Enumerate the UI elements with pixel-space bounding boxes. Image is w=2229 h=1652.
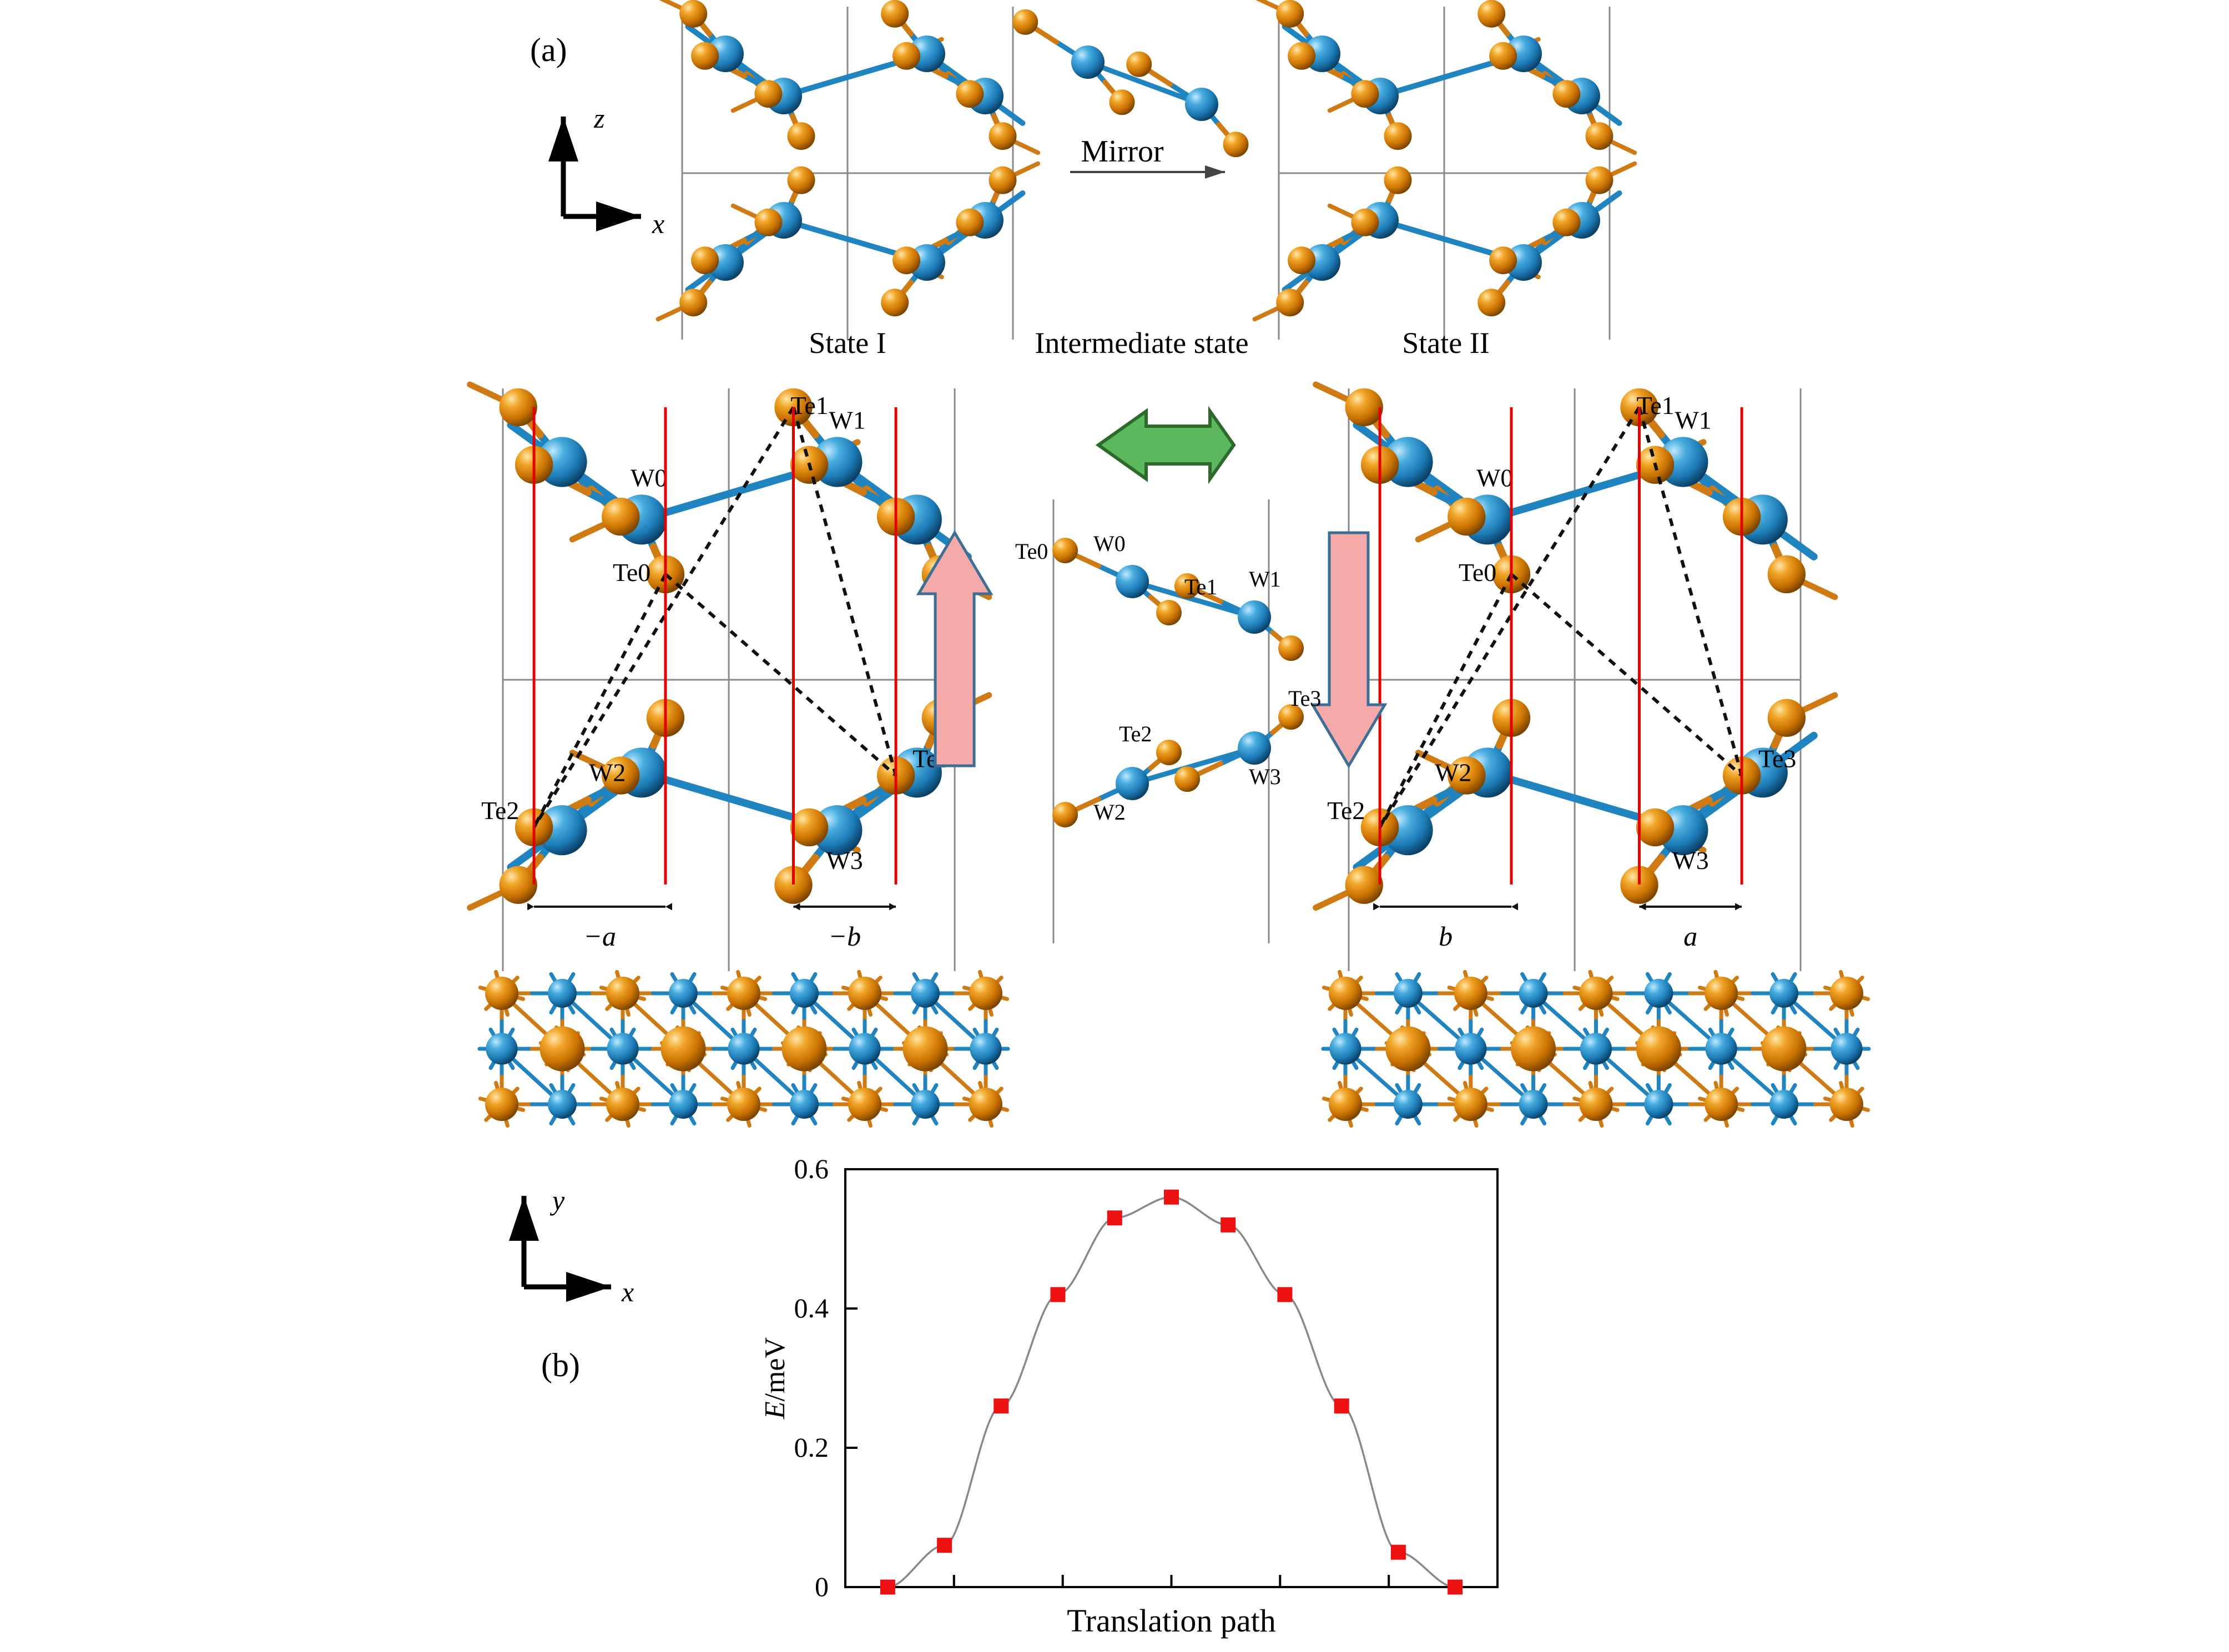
svg-text:Te0: Te0 [1015,539,1048,564]
svg-text:−b: −b [828,921,861,952]
svg-text:Te2: Te2 [481,796,519,825]
svg-text:Mirror: Mirror [1081,134,1164,169]
svg-text:x: x [621,1276,634,1307]
svg-text:W2: W2 [589,758,626,786]
svg-text:W2: W2 [1093,800,1126,825]
svg-text:(b): (b) [541,1347,580,1383]
svg-text:Intermediate state: Intermediate state [1035,326,1248,360]
svg-text:W1: W1 [1249,567,1281,592]
svg-text:0.6: 0.6 [794,1153,829,1184]
svg-text:Te1: Te1 [1184,574,1217,599]
svg-text:Te0: Te0 [1459,558,1496,587]
svg-text:a: a [1683,921,1697,952]
svg-text:Te3: Te3 [1758,745,1796,773]
svg-text:Te2: Te2 [1327,796,1365,825]
svg-text:W2: W2 [1435,758,1471,786]
svg-text:State II: State II [1402,326,1489,360]
svg-text:0.4: 0.4 [794,1292,829,1323]
svg-text:−a: −a [583,921,616,952]
svg-text:Te3: Te3 [1288,686,1321,711]
svg-text:Te0: Te0 [613,558,650,587]
svg-text:W3: W3 [1672,846,1708,875]
svg-text:W0: W0 [1476,463,1513,492]
svg-text:Te1: Te1 [791,391,829,420]
svg-text:y: y [549,1185,565,1216]
svg-text:State I: State I [809,326,886,360]
svg-text:0: 0 [815,1571,829,1602]
svg-text:z: z [593,103,604,134]
svg-text:W0: W0 [631,463,667,492]
svg-text:W0: W0 [1093,531,1126,556]
svg-text:W1: W1 [1675,406,1711,435]
svg-text:(a): (a) [530,32,567,68]
svg-text:W3: W3 [1249,764,1281,789]
svg-text:E/meV: E/meV [759,1337,791,1419]
svg-text:x: x [652,208,664,239]
svg-text:W3: W3 [826,846,863,875]
svg-text:Te2: Te2 [1119,721,1152,746]
svg-text:Te1: Te1 [1637,391,1675,420]
svg-text:W1: W1 [829,406,865,435]
svg-text:b: b [1439,921,1453,952]
svg-text:0.2: 0.2 [794,1432,829,1463]
svg-text:Translation path: Translation path [1067,1603,1275,1639]
